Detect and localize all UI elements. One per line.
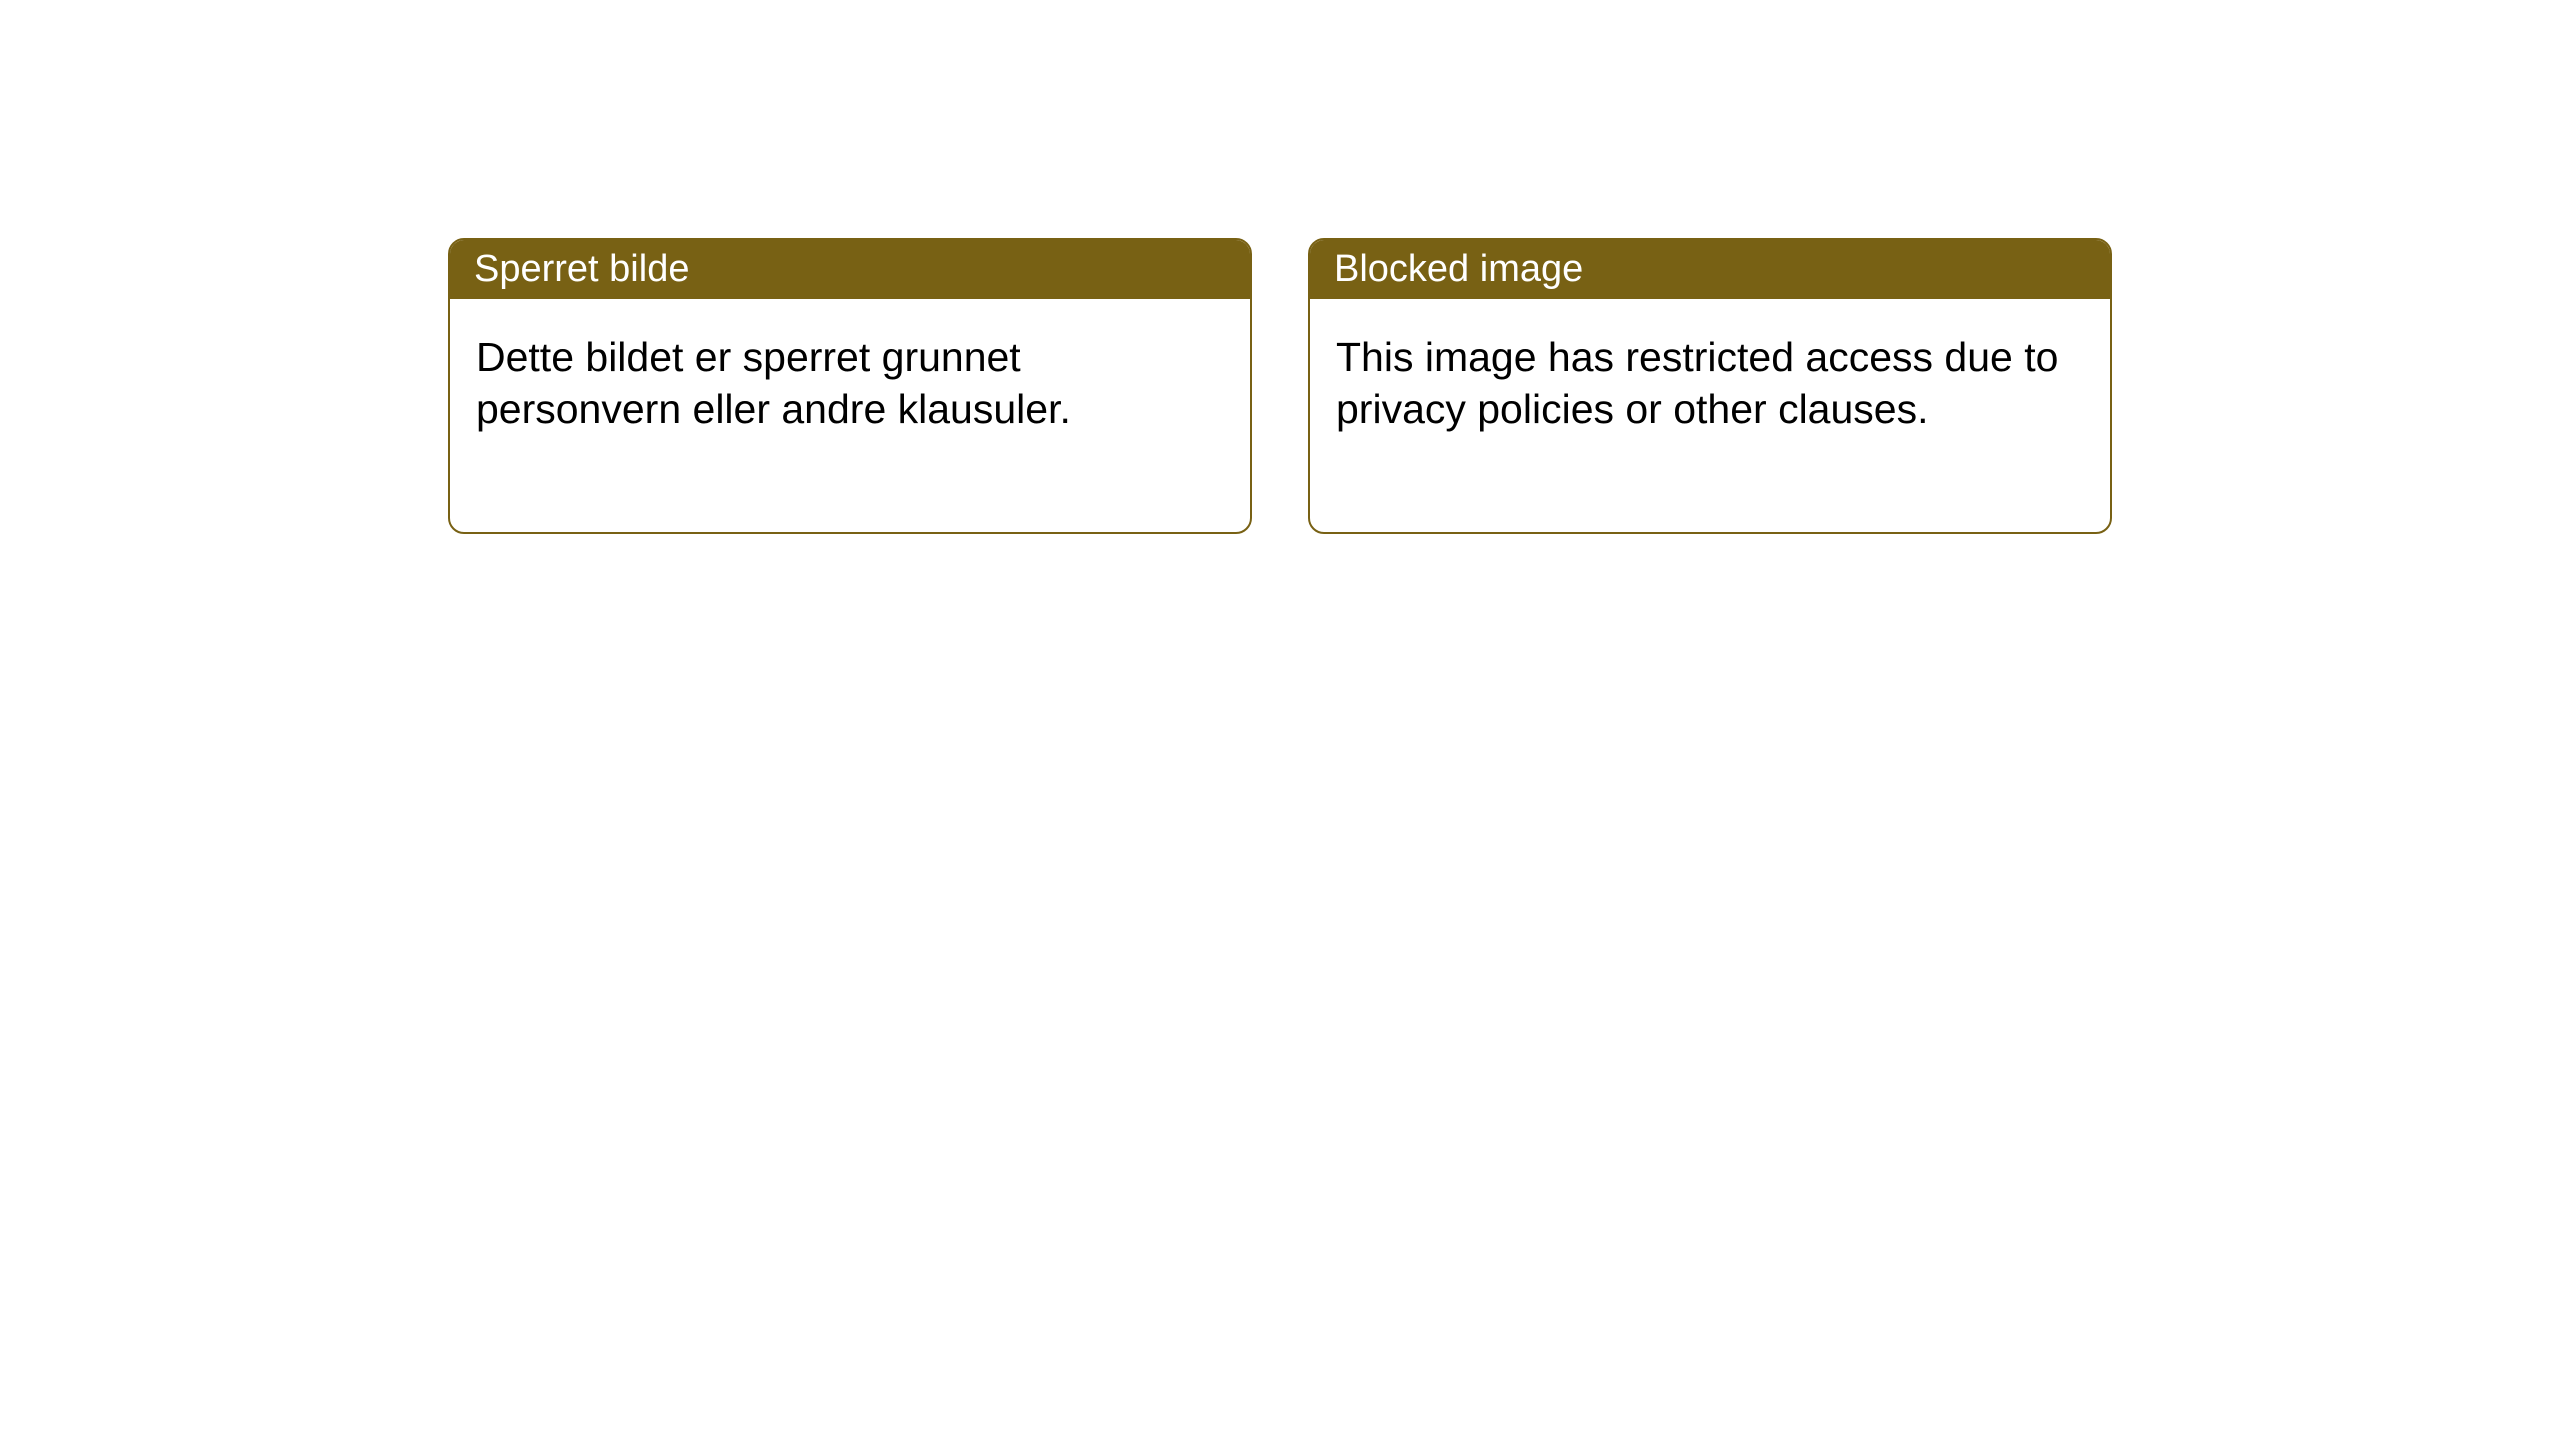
card-body: Dette bildet er sperret grunnet personve…: [450, 299, 1250, 532]
card-body-text: This image has restricted access due to …: [1336, 334, 2058, 432]
card-header: Sperret bilde: [450, 240, 1250, 299]
card-header: Blocked image: [1310, 240, 2110, 299]
blocked-image-card-no: Sperret bilde Dette bildet er sperret gr…: [448, 238, 1252, 534]
blocked-image-card-en: Blocked image This image has restricted …: [1308, 238, 2112, 534]
card-body-text: Dette bildet er sperret grunnet personve…: [476, 334, 1071, 432]
card-body: This image has restricted access due to …: [1310, 299, 2110, 532]
card-title: Blocked image: [1334, 248, 1583, 290]
card-title: Sperret bilde: [474, 248, 689, 290]
notice-cards-row: Sperret bilde Dette bildet er sperret gr…: [0, 0, 2560, 534]
